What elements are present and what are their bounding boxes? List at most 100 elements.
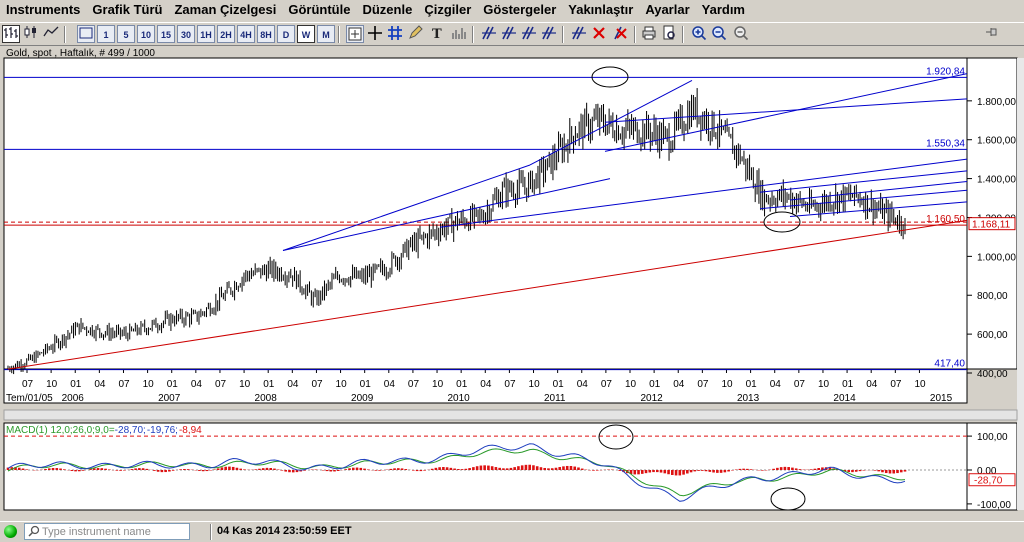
toolbar-separator [338,26,340,43]
price-label: 600,00 [977,330,1008,341]
trend-line[interactable] [789,181,968,201]
menu-4[interactable]: Düzenle [362,2,413,17]
grid-icon[interactable] [386,25,404,43]
menu-6[interactable]: Göstergeler [483,2,557,17]
trend-line-tool-1-icon[interactable] [500,25,518,43]
zoom-in-icon[interactable] [690,25,708,43]
month-label: 10 [721,379,733,390]
long-term-support-line[interactable] [7,219,968,370]
timeframe-4H[interactable]: 4H [237,25,255,43]
month-label: 07 [601,379,613,390]
month-label: 01 [842,379,854,390]
menu-5[interactable]: Çizgiler [424,2,472,17]
delete-all-icon[interactable] [612,25,630,43]
timeframe-30[interactable]: 30 [177,25,195,43]
trend-line-tool-0-icon[interactable] [480,25,498,43]
bar-chart-icon[interactable] [2,25,20,43]
timeframe-2H[interactable]: 2H [217,25,235,43]
highlight-ellipse[interactable] [598,424,634,450]
trend-line[interactable] [759,189,968,210]
trend-line[interactable] [789,201,968,218]
timeframe-5[interactable]: 5 [117,25,135,43]
trend-line[interactable] [439,158,968,228]
year-label: 2012 [640,393,663,404]
histogram-icon[interactable] [450,25,468,43]
line-chart-icon[interactable] [42,25,60,43]
search-input[interactable] [42,524,187,539]
month-label: 01 [263,379,275,390]
pin-icon[interactable] [983,25,1001,43]
macd-hist-value: -8,94 [179,425,202,436]
month-label: 04 [191,379,203,390]
zoom-reset-icon[interactable] [732,25,750,43]
print-icon[interactable] [640,25,658,43]
text-tool-icon[interactable]: T [428,25,446,43]
menu-8[interactable]: Ayarlar [645,2,690,17]
trend-line[interactable] [604,73,968,152]
vertical-scrollbar[interactable] [1017,58,1024,510]
month-label: 07 [22,379,34,390]
month-label: 04 [673,379,685,390]
toolbar-separator [472,26,474,43]
trend-line[interactable] [282,164,531,252]
trend-line[interactable] [282,178,611,252]
current-price-tag [968,217,1016,231]
highlight-ellipse[interactable] [591,66,629,88]
tick-chart-icon[interactable] [77,25,95,43]
trend-line[interactable] [529,79,693,166]
toolbar-separator [64,26,66,43]
macd-label: MACD(1) 12,0;26,0;9,0= [6,425,115,436]
delete-icon[interactable] [590,25,608,43]
timeframe-W[interactable]: W [297,25,315,43]
level-tag: 417,40 [934,359,965,370]
instrument-search[interactable] [24,523,190,540]
month-label: 04 [480,379,492,390]
zoom-out-icon[interactable] [710,25,728,43]
month-label: 10 [818,379,830,390]
candle-chart-icon[interactable] [22,25,40,43]
macd-axis-label: 0,00 [977,466,997,477]
macd-axis[interactable] [966,422,1018,511]
menu-3[interactable]: Görüntüle [288,2,351,17]
zoom-box-icon[interactable] [346,25,364,43]
timeframe-D[interactable]: D [277,25,295,43]
preview-icon[interactable] [660,25,678,43]
menu-2[interactable]: Zaman Çizelgesi [174,2,277,17]
month-label: 07 [118,379,130,390]
timeframe-1[interactable]: 1 [97,25,115,43]
chart-canvas[interactable]: Gold, spot , Haftalık, # 499 / 1000 1.800… [0,47,1024,521]
trend-line-tool-2-icon[interactable] [520,25,538,43]
month-label: 07 [408,379,420,390]
trend-line[interactable] [604,98,968,123]
crosshair-icon[interactable] [366,25,384,43]
timeframe-10[interactable]: 10 [137,25,155,43]
highlight-ellipse[interactable] [763,211,801,233]
month-label: 07 [311,379,323,390]
timeframe-15[interactable]: 15 [157,25,175,43]
price-label: 1.800,00 [977,97,1016,108]
menu-1[interactable]: Grafik Türü [92,2,163,17]
horizontal-scrollbar[interactable] [3,409,1018,421]
delete-line-icon[interactable] [570,25,588,43]
chart-area[interactable]: Gold, spot , Haftalık, # 499 / 1000 1.800… [0,47,1024,521]
menu-7[interactable]: Yakınlaştır [568,2,634,17]
timeframe-8H[interactable]: 8H [257,25,275,43]
highlight-ellipse[interactable] [770,487,806,511]
current-price-label: 1.168,11 [972,220,1011,231]
price-axis[interactable] [966,57,1018,370]
timeframe-M[interactable]: M [317,25,335,43]
menu-9[interactable]: Yardım [701,2,745,17]
trend-line-tool-3-icon[interactable] [540,25,558,43]
month-label: 04 [287,379,299,390]
month-label: 10 [239,379,251,390]
month-label: 01 [456,379,468,390]
macd-line[interactable] [7,443,906,502]
svg-text:T: T [432,27,442,41]
toolbar-separator [682,26,684,43]
timeframe-1H[interactable]: 1H [197,25,215,43]
pencil-icon[interactable] [406,25,424,43]
menu-0[interactable]: Instruments [6,2,81,17]
month-label: 01 [649,379,661,390]
trend-line[interactable] [759,170,968,193]
year-label: 2013 [737,393,760,404]
